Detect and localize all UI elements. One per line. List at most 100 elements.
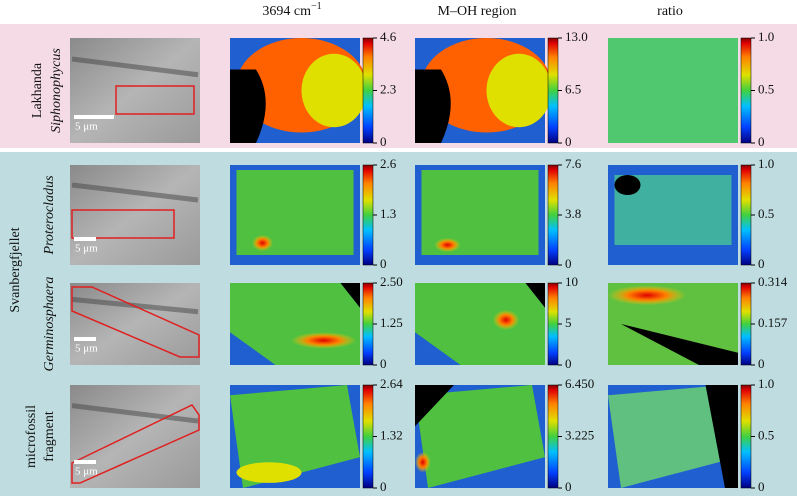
heatmap-region	[415, 385, 545, 488]
colorbar	[362, 282, 374, 366]
micrograph	[70, 283, 200, 365]
colorbar-tick-label: 0	[565, 479, 572, 494]
region-outline	[71, 286, 200, 358]
heatmap-region	[486, 53, 552, 128]
colorbar-tick-label: 0	[380, 256, 387, 271]
colorbar-tick-label: 0.5	[758, 206, 774, 221]
heatmap-region	[621, 324, 738, 365]
scale-bar	[74, 115, 114, 119]
heatmap	[608, 38, 738, 143]
colorbar-tick-label: 13.0	[565, 29, 588, 44]
colorbar	[740, 164, 752, 266]
heatmap-region	[236, 462, 302, 483]
colorbar	[362, 37, 374, 144]
scale-bar	[74, 237, 96, 241]
colorbar-tick-label: 1.0	[758, 376, 774, 391]
heatmap-region	[291, 332, 357, 349]
colorbar-tick-label: 0	[565, 134, 572, 149]
colorbar	[547, 37, 559, 144]
colorbar-tick-label: 1.25	[380, 315, 403, 330]
colorbar-tick-label: 0	[565, 256, 572, 271]
heatmap	[608, 283, 738, 365]
colorbar-tick-label: 6.5	[565, 81, 581, 96]
colorbar	[362, 384, 374, 489]
heatmap-region	[415, 385, 454, 427]
column-header: 3694 cm−1	[262, 1, 321, 19]
micrograph-edge	[71, 182, 199, 203]
heatmap	[608, 385, 738, 488]
scale-bar-label: 5 μm	[75, 121, 98, 133]
scale-bar-label: 5 μm	[75, 466, 98, 478]
colorbar	[740, 282, 752, 366]
taxon-label: Siphonophycus	[49, 48, 64, 133]
colorbar-tick-label: 0	[758, 356, 765, 371]
colorbar-tick-label: 2.6	[380, 156, 397, 171]
colorbar-tick-label: 7.6	[565, 156, 582, 171]
heatmap-region	[415, 283, 545, 365]
colorbar	[740, 37, 752, 144]
column-header-sup: −1	[311, 1, 322, 12]
colorbar-tick-label: 0	[758, 479, 765, 494]
colorbar-tick-label: 1.3	[380, 206, 396, 221]
heatmap-region	[434, 238, 461, 252]
heatmap	[608, 165, 738, 265]
taxon-label: Proterocladus	[42, 175, 57, 256]
heatmap	[230, 385, 360, 488]
scale-bar-label: 5 μm	[75, 343, 98, 355]
region-outline	[71, 209, 175, 239]
heatmap-region	[614, 175, 641, 195]
region-outline	[115, 85, 195, 115]
heatmap-region	[608, 285, 686, 306]
colorbar-tick-label: 1.0	[758, 29, 774, 44]
colorbar-tick-label: 3.8	[565, 206, 581, 221]
colorbar	[547, 164, 559, 266]
colorbar-tick-label: 2.64	[380, 376, 403, 391]
colorbar-tick-label: 5	[565, 315, 572, 330]
micrograph	[70, 165, 200, 265]
heatmap-region	[340, 283, 360, 308]
column-header-text: 3694 cm	[262, 4, 311, 19]
colorbar-tick-label: 3.225	[565, 427, 594, 442]
heatmap	[230, 165, 360, 265]
heatmap-region	[415, 69, 451, 143]
colorbar-tick-label: 4.6	[380, 29, 397, 44]
heatmap-region	[705, 385, 738, 488]
heatmap	[415, 283, 545, 365]
colorbar-tick-label: 0.157	[758, 315, 788, 330]
colorbar-tick-label: 1.0	[758, 156, 774, 171]
colorbar-tick-label: 0.5	[758, 427, 774, 442]
colorbar-tick-label: 10	[565, 274, 578, 289]
colorbar-tick-label: 0	[380, 479, 387, 494]
row-label: microfossil	[24, 405, 39, 468]
colorbar-tick-label: 0	[758, 134, 765, 149]
group-label: Svanbergfjellet	[8, 227, 23, 312]
taxon-label: Germinosphaera	[42, 277, 57, 372]
heatmap-region	[230, 69, 266, 143]
colorbar-tick-label: 0	[758, 256, 765, 271]
colorbar	[362, 164, 374, 266]
heatmap-region	[525, 283, 545, 308]
colorbar	[547, 384, 559, 489]
row-label: fragment	[42, 411, 57, 462]
colorbar-tick-label: 0.314	[758, 274, 788, 289]
scale-bar	[74, 337, 96, 341]
heatmap	[415, 385, 545, 488]
micrograph-edge	[71, 56, 199, 78]
colorbar-tick-label: 2.3	[380, 81, 396, 96]
column-header-text: M–OH region	[438, 4, 517, 19]
colorbar-tick-label: 1.32	[380, 427, 403, 442]
heatmap-region	[252, 235, 273, 251]
heatmap	[230, 38, 367, 143]
colorbar-tick-label: 6.450	[565, 376, 594, 391]
colorbar-tick-label: 0	[380, 134, 387, 149]
heatmap-region	[230, 385, 360, 488]
heatmap	[415, 38, 552, 143]
colorbar-tick-label: 0	[565, 356, 572, 371]
micrograph-edge	[71, 403, 199, 424]
heatmap	[230, 283, 360, 365]
scale-bar-label: 5 μm	[75, 243, 98, 255]
heatmap-region	[301, 53, 367, 128]
heatmap	[415, 165, 545, 265]
region-outline	[71, 404, 200, 484]
